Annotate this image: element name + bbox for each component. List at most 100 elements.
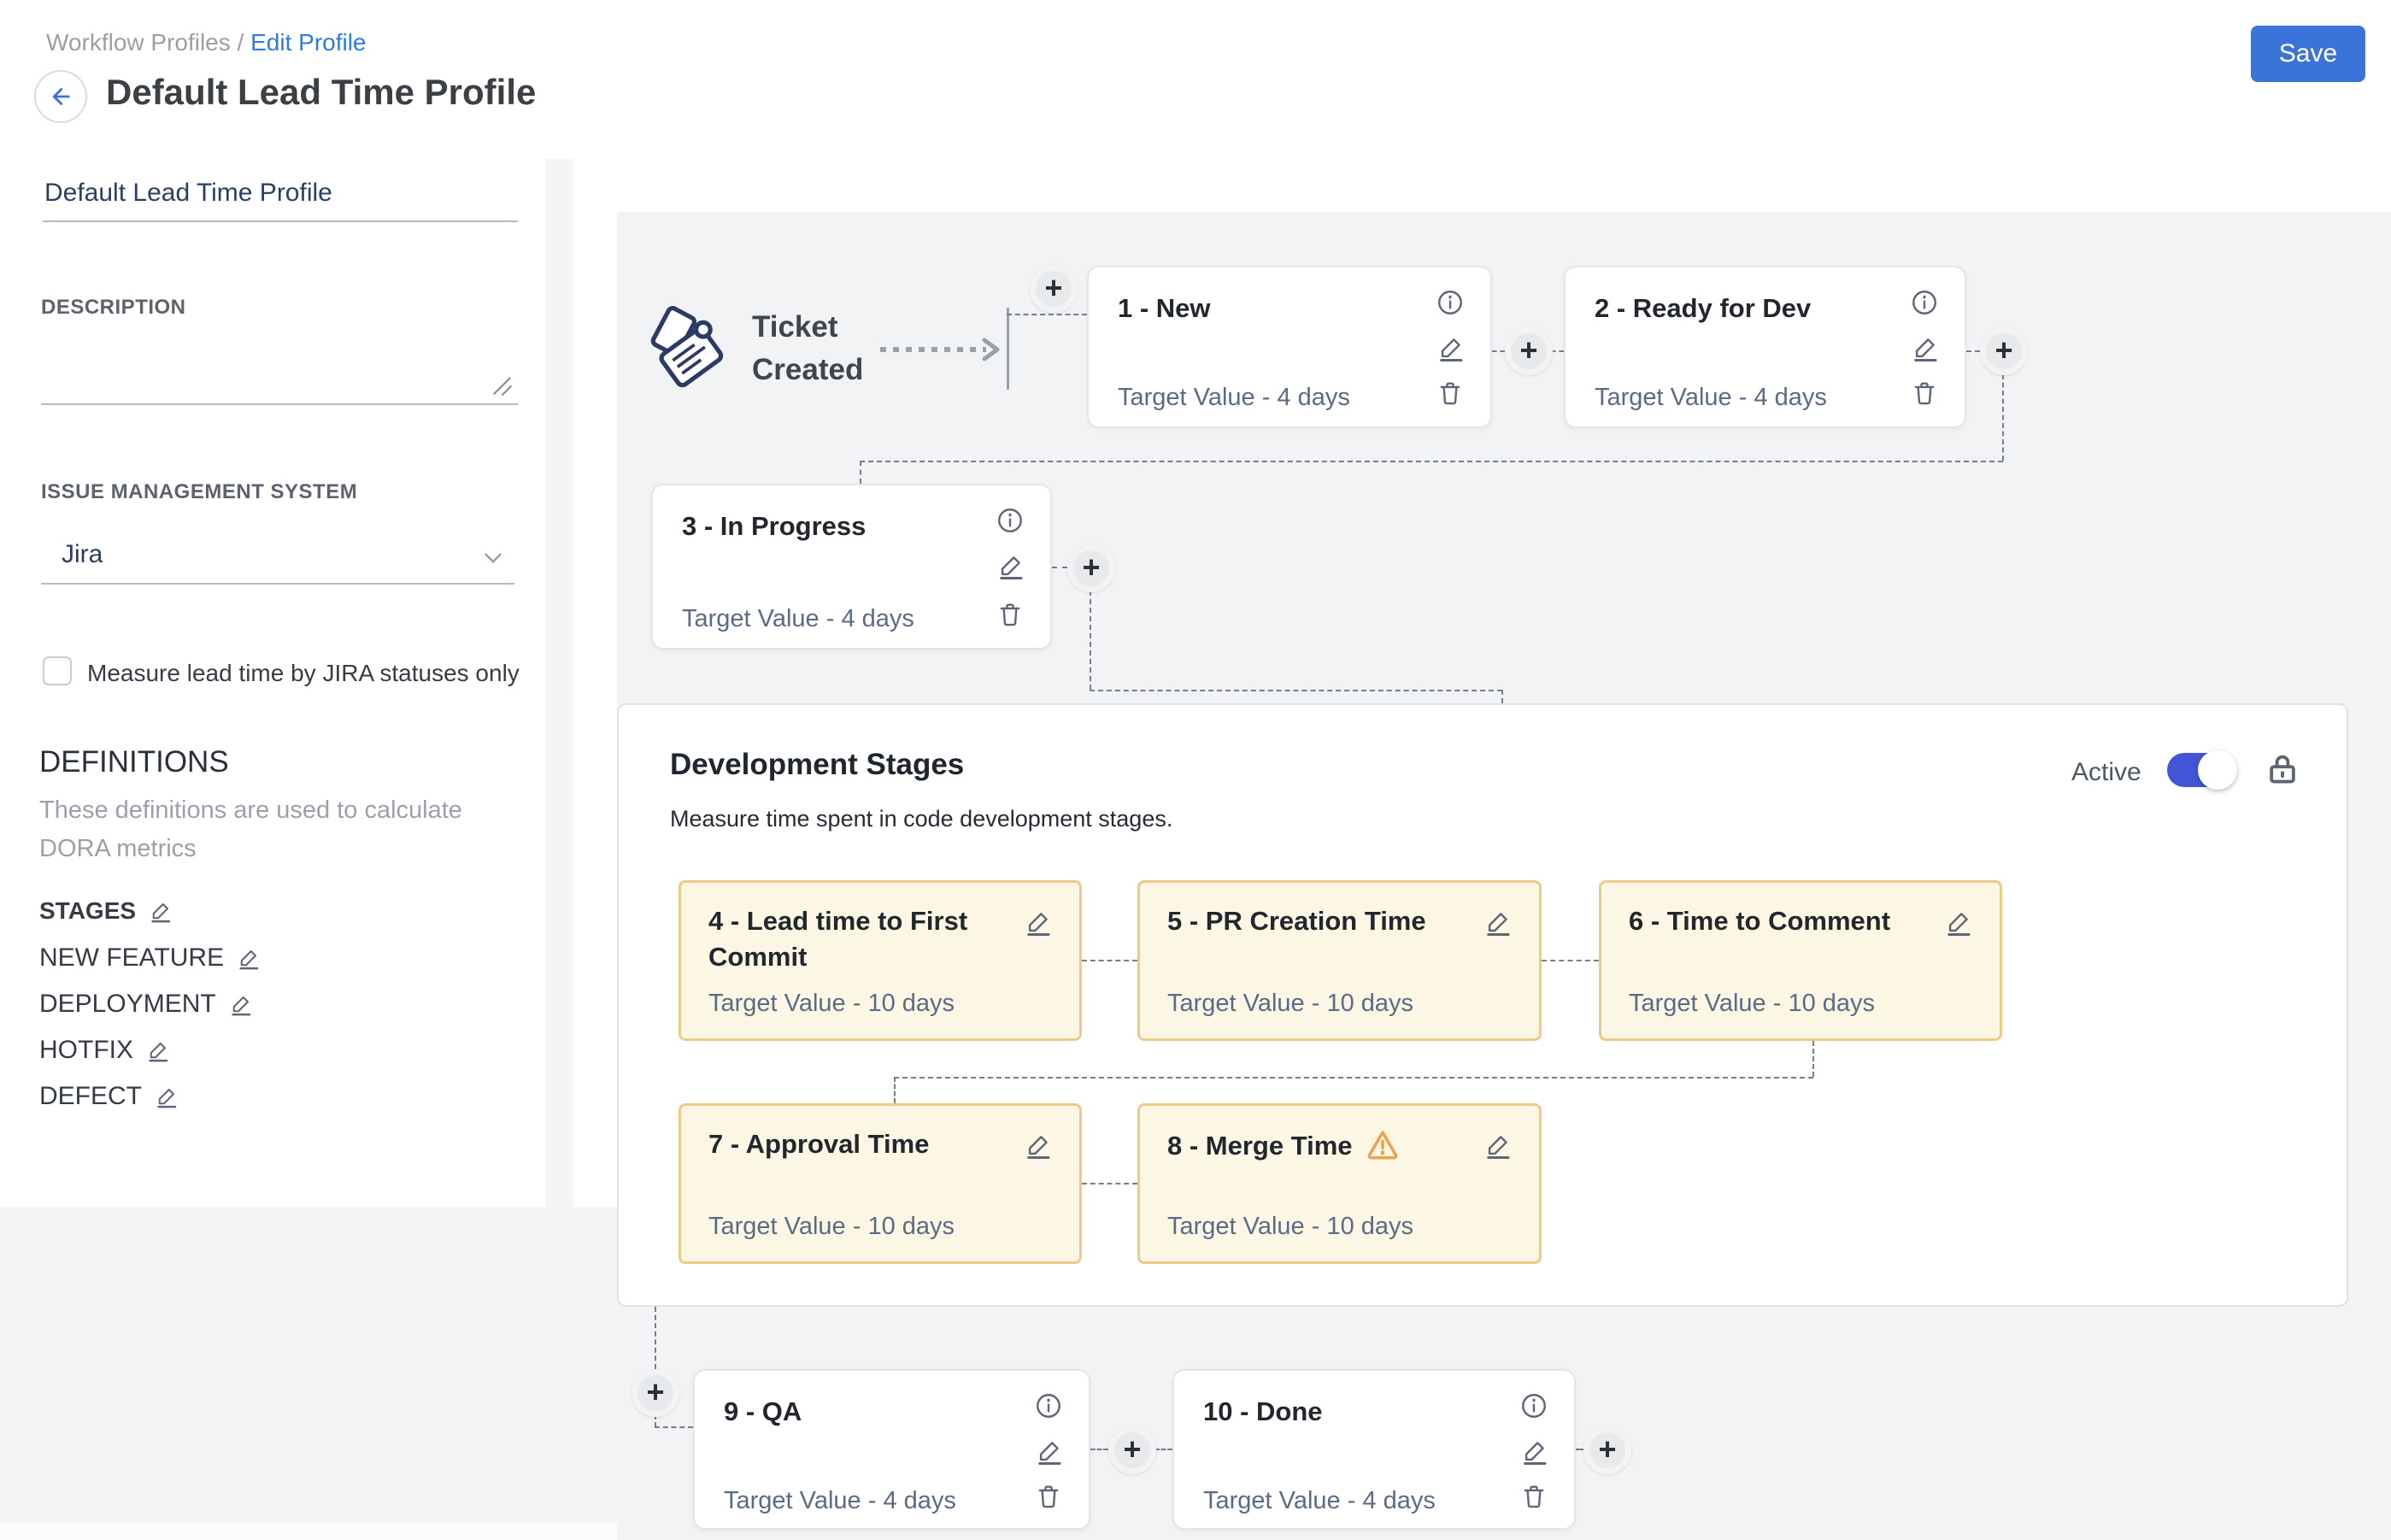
- stage-card-9-qa: 9 - QA Target Value - 4 days: [693, 1369, 1090, 1530]
- edit-icon[interactable]: [1519, 1436, 1550, 1467]
- info-icon[interactable]: [1519, 1391, 1548, 1420]
- add-stage-button[interactable]: [1583, 1426, 1631, 1474]
- lock-icon[interactable]: [2264, 749, 2301, 787]
- edit-icon[interactable]: [1483, 1130, 1513, 1161]
- edit-defect-icon[interactable]: [154, 1084, 179, 1109]
- breadcrumb-current[interactable]: Edit Profile: [250, 29, 367, 56]
- edit-deployment-icon[interactable]: [228, 991, 254, 1017]
- connector: [860, 461, 2003, 462]
- connector: [1007, 314, 1087, 315]
- edit-icon[interactable]: [1023, 1130, 1054, 1161]
- warning-icon: [1365, 1126, 1401, 1162]
- stage-title: 7 - Approval Time: [708, 1129, 930, 1159]
- active-label: Active: [2071, 758, 2141, 786]
- stage-target-value: Target Value - 10 days: [708, 1213, 955, 1240]
- stage-title: 9 - QA: [724, 1396, 802, 1426]
- edit-icon[interactable]: [1023, 907, 1054, 938]
- stage-target-value: Target Value - 4 days: [1203, 1487, 1436, 1514]
- edit-hotfix-icon[interactable]: [145, 1037, 171, 1063]
- workflow-canvas: Ticket Created 1 - New: [617, 212, 2391, 1540]
- issue-management-system-label: ISSUE MANAGEMENT SYSTEM: [41, 480, 358, 503]
- ticket-icon: [645, 306, 734, 395]
- connector: [860, 461, 861, 484]
- stage-card-2-ready-for-dev: 2 - Ready for Dev Target Value - 4 days: [1564, 266, 1966, 428]
- edit-icon[interactable]: [1436, 332, 1466, 363]
- stages-heading: STAGES: [39, 897, 173, 925]
- connector: [1082, 960, 1137, 961]
- connector: [894, 1077, 896, 1103]
- definitions-heading: DEFINITIONS: [39, 745, 229, 779]
- delete-icon[interactable]: [1436, 379, 1465, 408]
- profile-name-input[interactable]: [43, 169, 518, 222]
- back-button[interactable]: [34, 70, 87, 123]
- dev-stage-card-4-lead-time-to-first-commit: 4 - Lead time to First Commit Target Val…: [679, 880, 1082, 1041]
- stage-target-value: Target Value - 10 days: [708, 990, 955, 1017]
- stage-title: 1 - New: [1118, 293, 1211, 323]
- stage-target-value: Target Value - 10 days: [1629, 990, 1876, 1017]
- edit-new-feature-icon[interactable]: [236, 945, 261, 971]
- stage-card-10-done: 10 - Done Target Value - 4 days: [1172, 1369, 1576, 1530]
- info-icon[interactable]: [1034, 1391, 1063, 1420]
- connector: [1090, 1449, 1108, 1450]
- connector: [1966, 350, 1980, 352]
- info-icon[interactable]: [1910, 288, 1939, 317]
- connector: [1052, 567, 1067, 568]
- dev-stage-card-7-approval-time: 7 - Approval Time Target Value - 10 days: [679, 1103, 1082, 1264]
- connector: [655, 1426, 693, 1428]
- add-stage-button[interactable]: [1980, 327, 2028, 375]
- edit-icon[interactable]: [1943, 907, 1974, 938]
- stage-card-3-in-progress: 3 - In Progress Target Value - 4 days: [651, 484, 1052, 650]
- save-button[interactable]: Save: [2251, 26, 2365, 82]
- stage-title: 3 - In Progress: [682, 511, 867, 541]
- toggle-knob: [2198, 750, 2237, 790]
- flow-arrow-icon: [880, 338, 1000, 361]
- arrow-left-icon: [52, 88, 70, 105]
- jira-statuses-checkbox[interactable]: [43, 656, 72, 685]
- delete-icon[interactable]: [1034, 1482, 1063, 1511]
- entry-node-label: Ticket Created: [752, 310, 864, 386]
- sidebar-scrollbar[interactable]: [545, 159, 573, 1207]
- left-background: [0, 1207, 617, 1523]
- description-label: DESCRIPTION: [41, 296, 186, 319]
- delete-icon[interactable]: [996, 600, 1025, 629]
- selected-ims-value: Jira: [62, 540, 103, 568]
- stage-type-hotfix: HOTFIX: [39, 1036, 171, 1065]
- issue-management-system-select[interactable]: Jira: [41, 532, 514, 585]
- add-stage-button[interactable]: [1030, 265, 1078, 313]
- entry-connector-bar: [1007, 308, 1009, 390]
- edit-icon[interactable]: [1483, 907, 1513, 938]
- panel-subtitle: Measure time spent in code development s…: [670, 806, 1173, 832]
- resize-grip-icon[interactable]: [491, 374, 513, 397]
- add-stage-button[interactable]: [1067, 544, 1115, 592]
- add-stage-button[interactable]: [1108, 1426, 1156, 1474]
- delete-icon[interactable]: [1519, 1482, 1548, 1511]
- connector: [1492, 350, 1505, 352]
- connector: [1551, 350, 1564, 352]
- delete-icon[interactable]: [1910, 379, 1939, 408]
- info-icon[interactable]: [1436, 288, 1465, 317]
- edit-icon[interactable]: [1034, 1436, 1065, 1467]
- add-stage-button[interactable]: [632, 1369, 679, 1417]
- edit-stages-icon[interactable]: [148, 898, 173, 924]
- stage-target-value: Target Value - 10 days: [1167, 1213, 1414, 1240]
- connector: [1090, 690, 1502, 691]
- connector: [655, 1307, 656, 1369]
- add-stage-button[interactable]: [1505, 327, 1553, 375]
- info-icon[interactable]: [996, 506, 1025, 535]
- edit-icon[interactable]: [1910, 332, 1941, 363]
- description-textarea[interactable]: [41, 328, 518, 405]
- dev-stage-card-8-merge-time: 8 - Merge Time Target Value - 10 days: [1137, 1103, 1542, 1264]
- stage-type-deployment: DEPLOYMENT: [39, 990, 254, 1019]
- dev-stage-card-5-pr-creation-time: 5 - PR Creation Time Target Value - 10 d…: [1137, 880, 1542, 1041]
- stage-title: 6 - Time to Comment: [1629, 906, 1891, 936]
- stage-target-value: Target Value - 4 days: [682, 605, 914, 632]
- edit-icon[interactable]: [996, 550, 1026, 581]
- connector: [894, 1077, 1813, 1079]
- breadcrumb-root[interactable]: Workflow Profiles: [46, 29, 231, 56]
- dev-stage-card-6-time-to-comment: 6 - Time to Comment Target Value - 10 da…: [1599, 880, 2002, 1041]
- connector: [655, 1415, 656, 1426]
- active-toggle[interactable]: [2167, 750, 2237, 790]
- stage-type-defect: DEFECT: [39, 1082, 179, 1111]
- connector: [1154, 1449, 1172, 1450]
- stage-target-value: Target Value - 4 days: [1595, 384, 1827, 411]
